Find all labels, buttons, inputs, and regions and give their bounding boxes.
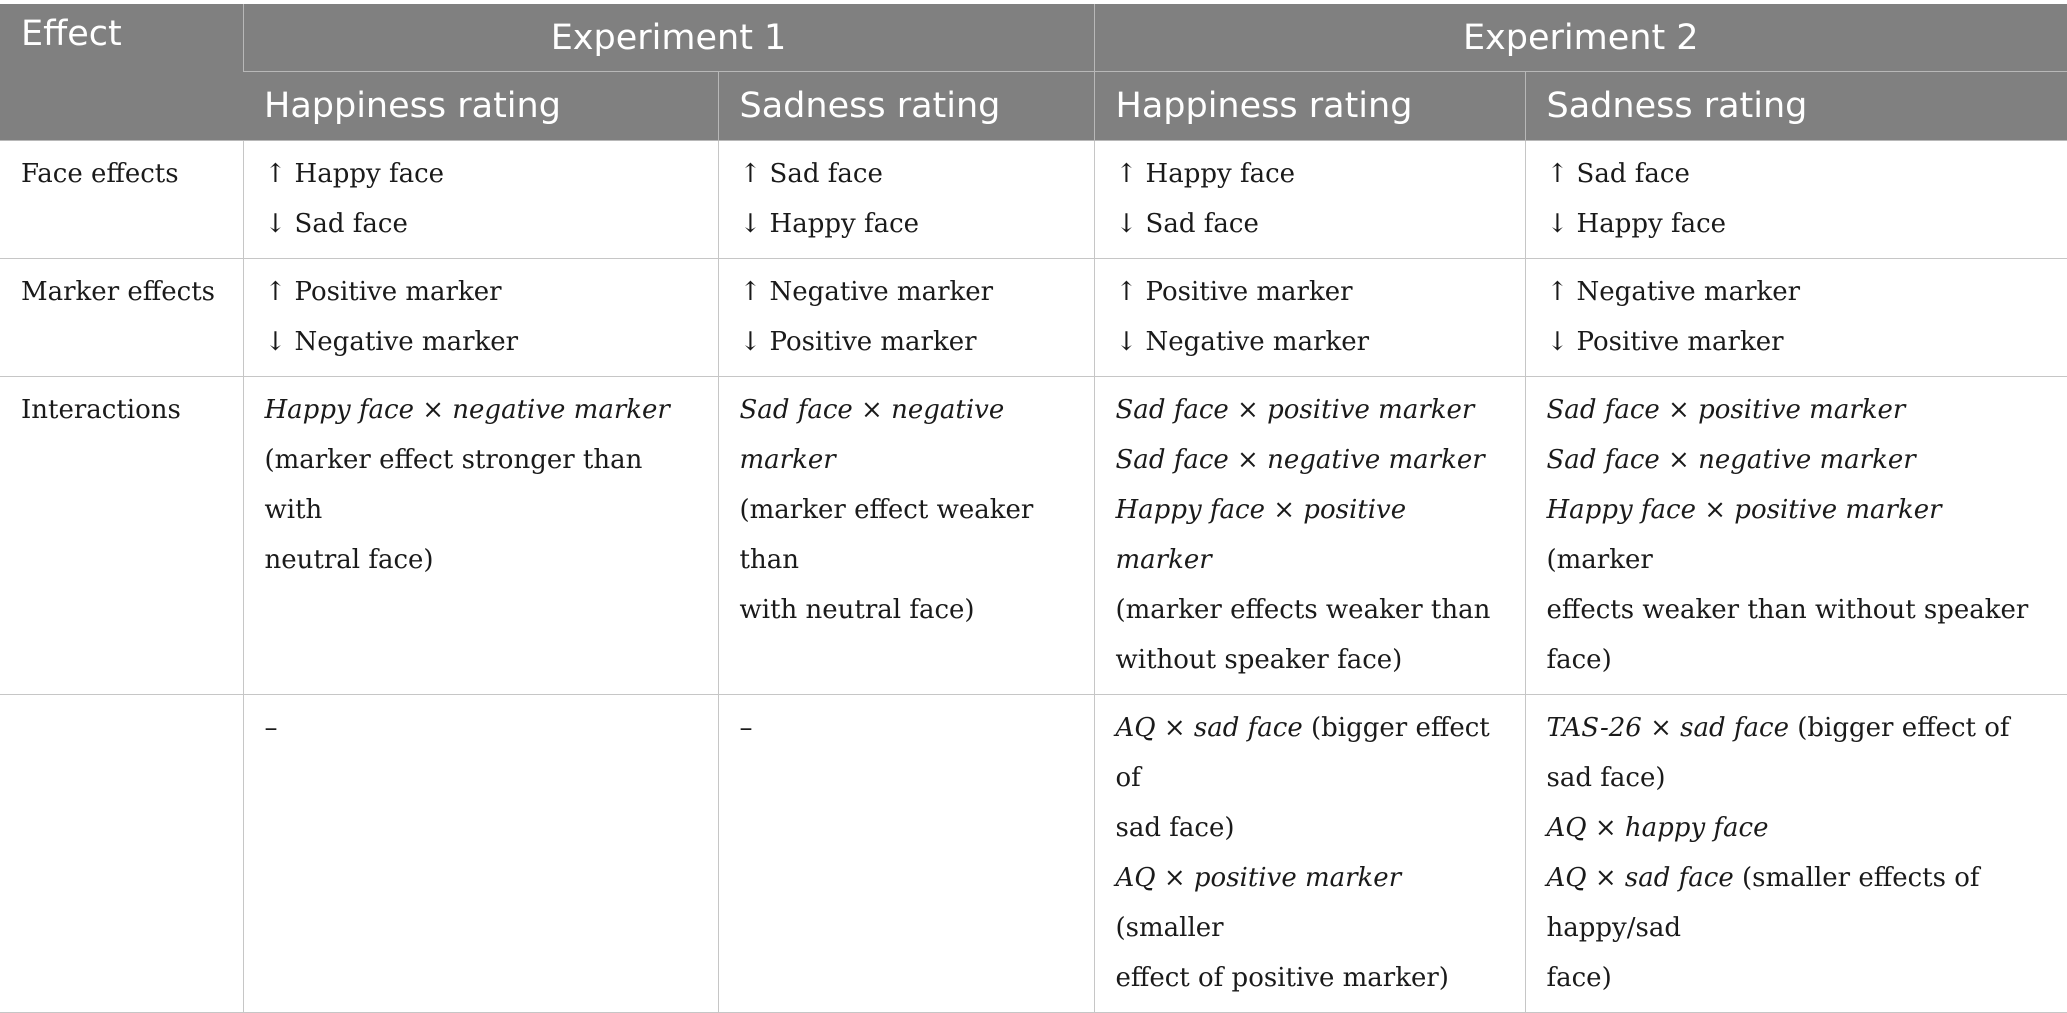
- cell-line: ↓ Positive marker: [739, 327, 977, 357]
- header-row-ratings: Happiness rating Sadness rating Happines…: [0, 71, 2067, 141]
- cell-traits-exp2-sadness: TAS-26 × sad face (bigger effect of sad …: [1524, 694, 2067, 1013]
- dash-placeholder: –: [739, 713, 753, 743]
- header-exp2-sadness-rating: Sadness rating: [1524, 71, 2067, 141]
- cell-line: ↑ Positive marker: [264, 277, 502, 307]
- interaction-term: Happy face × negative marker: [264, 395, 670, 425]
- cell-line: Happy face × positive marker (marker: [1547, 485, 2048, 585]
- cell-line: ↓ Sad face: [264, 209, 408, 239]
- cell-traits-exp1-sadness: –: [717, 694, 1094, 1013]
- interaction-note: (bigger effect of sad face): [1546, 713, 2010, 793]
- interaction-term: Happy face × positive marker: [1546, 495, 1942, 525]
- interaction-note: (marker: [1546, 545, 1653, 575]
- interaction-term: AQ × sad face: [1115, 713, 1303, 743]
- cell-line: neutral face): [264, 545, 434, 575]
- cell-line: with neutral face): [739, 595, 975, 625]
- cell-line: TAS-26 × sad face (bigger effect of sad …: [1547, 703, 2048, 803]
- dash-placeholder: –: [264, 713, 278, 743]
- cell-line: (marker effect weaker than: [739, 495, 1034, 575]
- interaction-note: (bigger effect of: [1115, 713, 1490, 793]
- cell-line: without speaker face): [1115, 645, 1403, 675]
- row-label-face-effects: Face effects: [0, 140, 243, 259]
- cell-marker-exp1-sadness: ↑ Negative marker ↓ Positive marker: [717, 258, 1094, 377]
- header-experiment-1: Experiment 1: [242, 4, 1094, 72]
- header-exp1-happiness-rating: Happiness rating: [243, 71, 718, 141]
- cell-line: ↓ Positive marker: [1546, 327, 1784, 357]
- interaction-note: (smaller: [1115, 913, 1224, 943]
- cell-line: ↓ Happy face: [739, 209, 920, 239]
- cell-line: ↑ Negative marker: [1546, 277, 1801, 307]
- interaction-term: Sad face × positive marker: [1546, 395, 1906, 425]
- cell-traits-exp1-happiness: –: [242, 694, 718, 1013]
- cell-line: (marker effects weaker than: [1115, 595, 1491, 625]
- cell-line: (marker effect stronger than with: [264, 445, 643, 525]
- cell-line: ↑ Happy face: [264, 159, 445, 189]
- cell-line: AQ × sad face (bigger effect of: [1116, 703, 1505, 803]
- cell-line: effects weaker than without speaker face…: [1546, 595, 2029, 675]
- cell-marker-exp1-happiness: ↑ Positive marker ↓ Negative marker: [242, 258, 718, 377]
- row-label-marker-effects: Marker effects: [0, 258, 243, 377]
- cell-line: ↑ Sad face: [739, 159, 883, 189]
- cell-line: ↓ Negative marker: [1115, 327, 1370, 357]
- cell-marker-exp2-happiness: ↑ Positive marker ↓ Negative marker: [1093, 258, 1525, 377]
- cell-line: ↓ Sad face: [1115, 209, 1259, 239]
- cell-line: ↑ Positive marker: [1115, 277, 1353, 307]
- results-table: Effect Experiment 1 Experiment 2 Happine…: [0, 4, 2067, 1013]
- table-row-marker-effects: Marker effects ↑ Positive marker ↓ Negat…: [0, 258, 2067, 377]
- interaction-term: Sad face × positive marker: [1115, 395, 1475, 425]
- cell-line: ↑ Happy face: [1115, 159, 1296, 189]
- header-row-experiments: Effect Experiment 1 Experiment 2: [0, 4, 2067, 141]
- cell-face-exp2-sadness: ↑ Sad face ↓ Happy face: [1524, 140, 2067, 259]
- cell-line: ↓ Happy face: [1546, 209, 1727, 239]
- interaction-term: Sad face × negative marker: [1115, 445, 1485, 475]
- interaction-term: TAS-26 × sad face: [1546, 713, 1789, 743]
- cell-face-exp1-sadness: ↑ Sad face ↓ Happy face: [717, 140, 1094, 259]
- cell-line: sad face): [1115, 813, 1235, 843]
- interaction-term: AQ × positive marker: [1115, 863, 1402, 893]
- cell-interactions-exp2-sadness: Sad face × positive marker Sad face × ne…: [1524, 376, 2067, 695]
- cell-traits-exp2-happiness: AQ × sad face (bigger effect of sad face…: [1093, 694, 1525, 1013]
- cell-line: ↓ Negative marker: [264, 327, 519, 357]
- cell-face-exp1-happiness: ↑ Happy face ↓ Sad face: [242, 140, 718, 259]
- table-header: Effect Experiment 1 Experiment 2 Happine…: [0, 4, 2067, 141]
- cell-interactions-exp1-sadness: Sad face × negative marker (marker effec…: [717, 376, 1094, 695]
- cell-line: ↑ Sad face: [1546, 159, 1690, 189]
- cell-line: AQ × sad face (smaller effects of happy/…: [1547, 853, 2048, 953]
- cell-line: effect of positive marker): [1115, 963, 1449, 993]
- table-body: Face effects ↑ Happy face ↓ Sad face ↑ S…: [0, 140, 2067, 1013]
- row-label-interactions: Interactions: [0, 376, 243, 695]
- cell-interactions-exp2-happiness: Sad face × positive marker Sad face × ne…: [1093, 376, 1525, 695]
- table-row-interactions: Interactions Happy face × negative marke…: [0, 376, 2067, 695]
- interaction-term: Happy face × positive marker: [1115, 495, 1407, 575]
- cell-line: face): [1546, 963, 1612, 993]
- header-exp1-sadness-rating: Sadness rating: [717, 71, 1094, 141]
- cell-line: AQ × positive marker (smaller: [1116, 853, 1505, 953]
- cell-line: ↑ Negative marker: [739, 277, 994, 307]
- interaction-term: AQ × happy face: [1546, 813, 1769, 843]
- interaction-term: AQ × sad face: [1546, 863, 1734, 893]
- interaction-term: Sad face × negative marker: [1546, 445, 1916, 475]
- table-row-trait-interactions: – – AQ × sad face (bigger effect of sad …: [0, 694, 2067, 1013]
- cell-face-exp2-happiness: ↑ Happy face ↓ Sad face: [1093, 140, 1525, 259]
- header-exp2-happiness-rating: Happiness rating: [1093, 71, 1525, 141]
- cell-marker-exp2-sadness: ↑ Negative marker ↓ Positive marker: [1524, 258, 2067, 377]
- interaction-term: Sad face × negative marker: [739, 395, 1005, 475]
- table-row-face-effects: Face effects ↑ Happy face ↓ Sad face ↑ S…: [0, 140, 2067, 259]
- header-effect: Effect: [0, 4, 243, 141]
- row-label-empty: [0, 694, 243, 1013]
- header-experiment-2: Experiment 2: [1093, 4, 2067, 72]
- cell-interactions-exp1-happiness: Happy face × negative marker (marker eff…: [242, 376, 718, 695]
